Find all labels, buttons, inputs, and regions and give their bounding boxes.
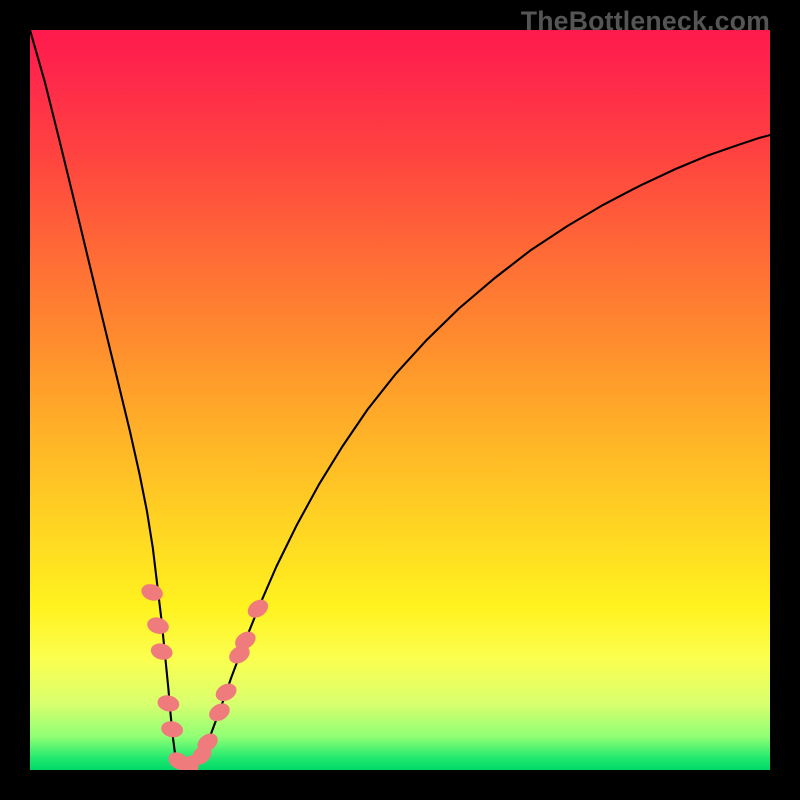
plot-area	[30, 30, 770, 770]
gradient-background	[30, 30, 770, 770]
outer-frame: TheBottleneck.com	[0, 0, 800, 800]
chart-svg	[30, 30, 770, 770]
watermark-text: TheBottleneck.com	[521, 6, 770, 37]
